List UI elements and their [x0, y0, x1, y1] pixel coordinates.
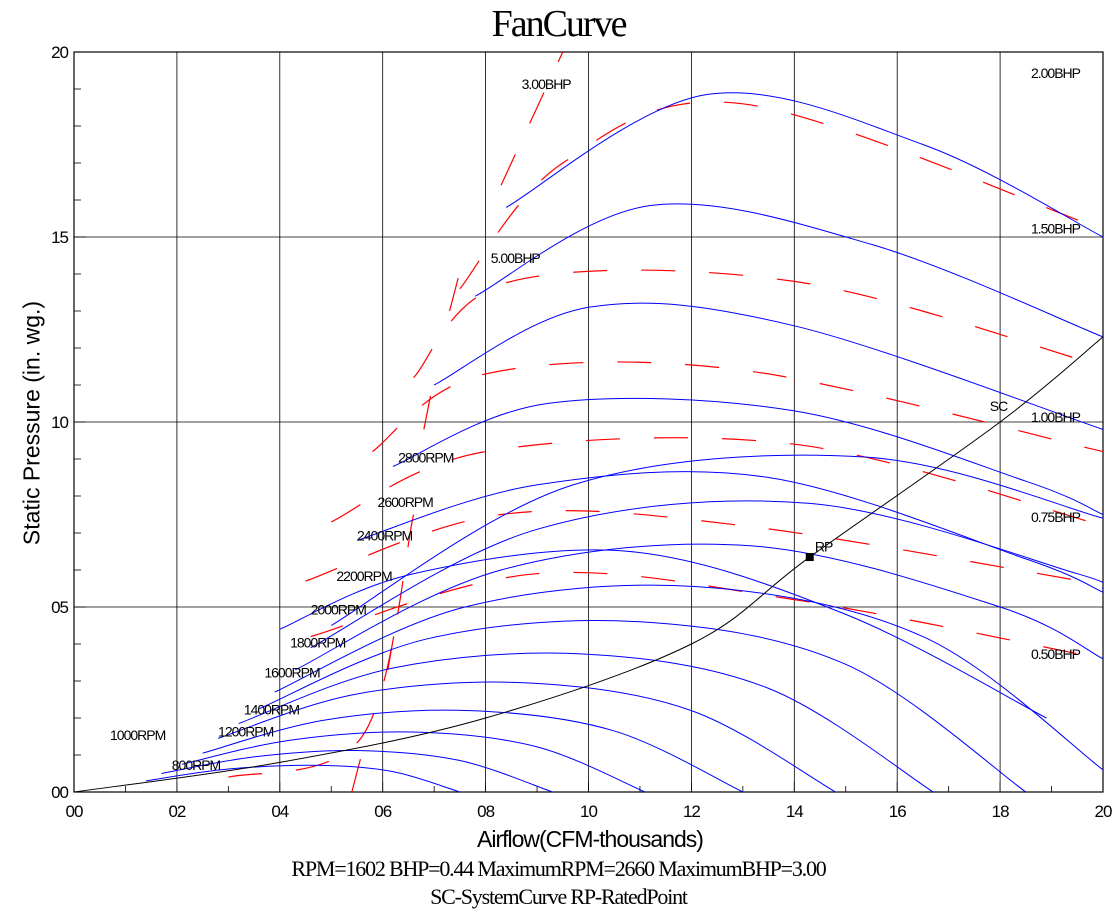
x-tick-label: 08 [477, 802, 494, 821]
annotation-label: 2400RPM [357, 527, 413, 543]
annotation-label: 2200RPM [336, 568, 392, 584]
rpm-curve [311, 501, 1107, 648]
annotation-label: 1.50BHP [1031, 220, 1081, 236]
rpm-curve [182, 732, 645, 792]
x-tick-label: 04 [271, 802, 288, 821]
annotation-label: 2800RPM [398, 450, 454, 466]
annotation-label: 0.75BHP [1031, 509, 1081, 525]
bhp-curve [414, 270, 1103, 378]
annotation-label: 2.00BHP [1031, 65, 1081, 81]
rpm-curve [475, 204, 1103, 337]
annotation-label: 5.00BHP [491, 250, 541, 266]
x-tick-label: 18 [992, 802, 1009, 821]
annotation-labels: 3.00BHP 5.00BHP 2.00BHP 1.50BHP 1.00BHP 0.75B… [110, 65, 1081, 773]
x-tick-label: 16 [889, 802, 906, 821]
annotation-label: 1000RPM [110, 727, 166, 743]
x-tick-label: 06 [374, 802, 391, 821]
annotation-label: 2000RPM [311, 601, 367, 617]
x-axis-label: Airflow(CFM-thousands) [0, 826, 1117, 853]
annotation-label: 1.00BHP [1031, 409, 1081, 425]
x-tick-label: 20 [1095, 802, 1112, 821]
grid-lines [74, 52, 1103, 792]
rpm-curve [203, 710, 743, 792]
rpm-curves [146, 93, 1107, 792]
x-tick-label: 12 [683, 802, 700, 821]
x-tick-label: 14 [786, 802, 803, 821]
annotation-label: 1200RPM [218, 724, 274, 740]
y-tick-label: 00 [51, 783, 68, 802]
rpm-curve [239, 653, 934, 792]
rpm-curve [259, 620, 1026, 792]
x-tick-label: 00 [66, 802, 83, 821]
x-tick-label: 02 [168, 802, 185, 821]
annotation-label: RP [815, 539, 833, 555]
annotation-label: 800RPM [172, 757, 221, 773]
footer-legend: SC-SystemCurve RP-RatedPoint [0, 884, 1117, 910]
bhp-curve [501, 52, 563, 185]
rpm-curve [280, 550, 1047, 718]
rpm-curve [357, 472, 1103, 593]
annotation-label: 0.50BHP [1031, 646, 1081, 662]
y-tick-label: 15 [51, 228, 68, 247]
bhp-curve [306, 511, 1103, 585]
y-tick-label: 20 [51, 43, 68, 62]
annotation-label: 1800RPM [290, 635, 346, 651]
annotation-label: SC [990, 398, 1008, 414]
y-tick-label: 10 [51, 413, 68, 432]
x-tick-label: 10 [580, 802, 597, 821]
y-tick-label: 05 [51, 598, 68, 617]
rpm-curve [218, 682, 835, 792]
annotation-label: 1400RPM [244, 701, 300, 717]
annotation-label: 3.00BHP [522, 76, 572, 92]
rpm-curve [331, 455, 1103, 625]
bhp-curve [352, 733, 367, 792]
footer-stats: RPM=1602 BHP=0.44 MaximumRPM=2660 Maximu… [0, 856, 1117, 882]
rated-point-marker [806, 553, 814, 561]
bhp-curve [311, 572, 1103, 658]
axis-ticks: 00 02 04 06 08 10 12 14 16 18 20 00 05 10 15 20 [51, 43, 1112, 821]
bhp-curve [388, 611, 398, 670]
annotation-label: 2600RPM [378, 494, 434, 510]
annotation-label: 1600RPM [264, 664, 320, 680]
rpm-curve [506, 93, 1103, 237]
bhp-curve [450, 252, 465, 311]
bhp-curve [460, 102, 1103, 289]
